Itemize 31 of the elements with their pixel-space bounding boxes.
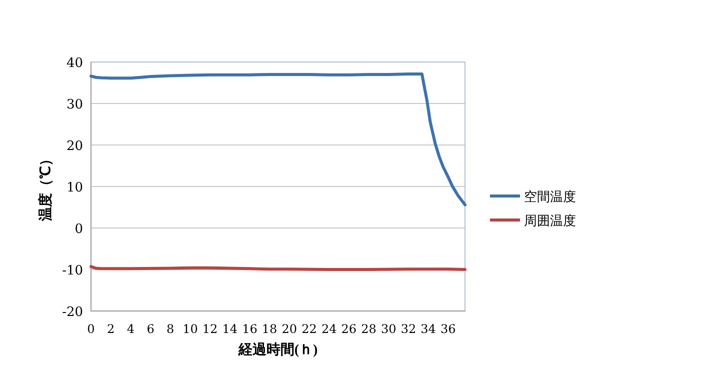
legend-label: 空間温度 [524, 189, 576, 204]
x-tick-label: 0 [87, 322, 95, 336]
x-tick-label: 8 [166, 322, 174, 336]
y-tick-label: 40 [66, 56, 83, 71]
y-tick-label: 20 [66, 139, 83, 154]
x-tick-label: 12 [202, 322, 218, 336]
legend-label: 周囲温度 [524, 213, 576, 228]
line-series [90, 72, 466, 206]
x-tick-label: 36 [440, 322, 456, 336]
x-tick-label: 4 [126, 322, 135, 336]
y-tick-label: 0 [74, 222, 83, 237]
x-tick-label: 24 [321, 322, 338, 336]
y-axis-title: 温度（℃） [37, 152, 54, 222]
x-axis-title: 経過時間(ｈ) [237, 342, 318, 358]
y-tick-label: -10 [62, 264, 83, 278]
x-tick-label: 26 [341, 322, 357, 336]
x-tick-label: 20 [282, 322, 298, 336]
x-tick-label: 28 [361, 322, 376, 336]
x-tick-label: 34 [420, 322, 436, 336]
y-tick-label: 10 [66, 180, 83, 196]
x-tick-label: 2 [107, 322, 115, 336]
y-tick-label: 30 [66, 98, 83, 112]
x-tick-label: 32 [400, 322, 416, 336]
x-tick-label: 14 [222, 322, 238, 336]
x-tick-label: 6 [146, 322, 154, 336]
x-tick-label: 22 [302, 322, 317, 336]
x-tick-label: 30 [380, 322, 396, 336]
x-tick-label: 18 [262, 322, 278, 336]
x-tick-label: 16 [242, 322, 258, 336]
y-tick-label: -20 [62, 305, 83, 320]
x-tick-label: 10 [182, 322, 198, 336]
